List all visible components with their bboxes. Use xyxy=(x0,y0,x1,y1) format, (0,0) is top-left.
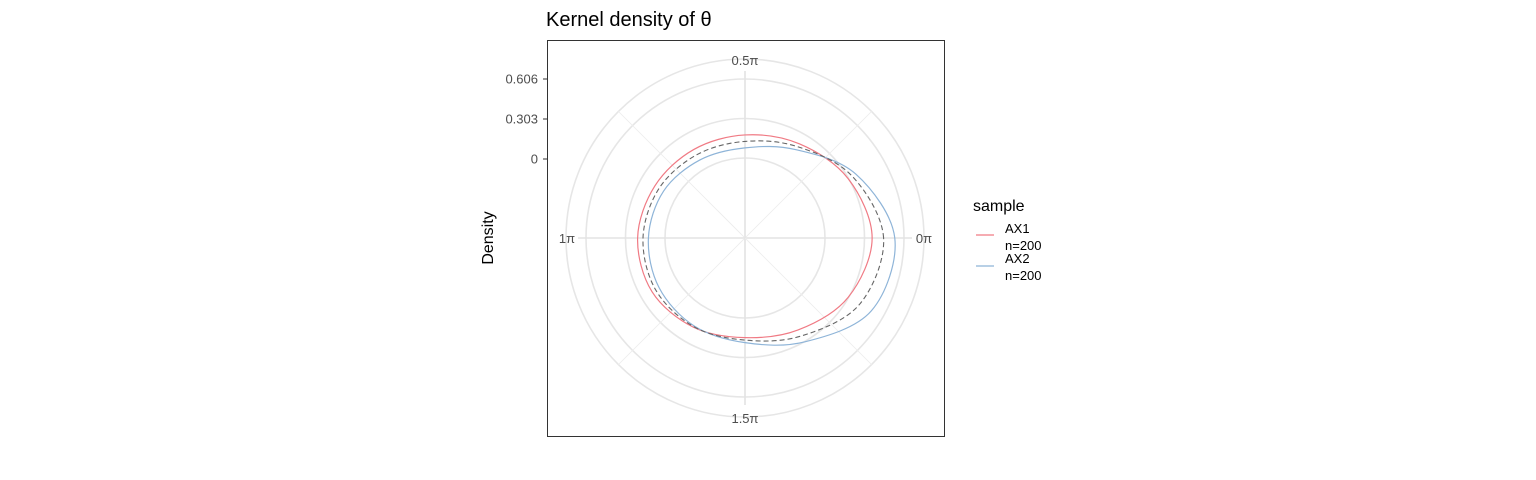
legend-label-ax2: AX2 xyxy=(1005,251,1030,266)
grid-spoke-7 xyxy=(744,237,872,365)
angle-tick-label-0: 0π xyxy=(916,231,932,246)
angle-tick-labels: 0π 0.5π 1π 1.5π xyxy=(559,53,932,426)
density-line-ax1 xyxy=(637,134,873,339)
radial-axis: 0.606 0.303 0 xyxy=(505,72,547,167)
radial-tick-label-1: 0.303 xyxy=(505,112,538,127)
angle-tick-label-3: 1.5π xyxy=(731,411,758,426)
legend-label-ax1: AX1 xyxy=(1005,221,1030,236)
angle-tick-label-1: 0.5π xyxy=(731,53,758,68)
legend-title: sample xyxy=(973,198,1025,215)
radial-tick-label-0: 0.606 xyxy=(505,72,538,87)
angle-tick-label-2: 1π xyxy=(559,231,575,246)
legend-entry-ax1: AX1 n=200 xyxy=(976,221,1042,253)
radial-tick-label-2: 0 xyxy=(531,152,538,167)
density-series xyxy=(637,134,896,346)
y-axis-label: Density xyxy=(480,211,497,264)
density-line-ax2 xyxy=(647,145,896,346)
density-line-combined xyxy=(642,140,885,342)
grid-spoke-3 xyxy=(618,111,746,239)
grid-spoke-1 xyxy=(744,111,872,239)
legend-sublabel-ax1: n=200 xyxy=(1005,238,1042,253)
legend-sublabel-ax2: n=200 xyxy=(1005,268,1042,283)
polar-grid xyxy=(565,58,925,418)
grid-circle-3 xyxy=(565,58,925,418)
chart-title: Kernel density of θ xyxy=(546,9,712,31)
legend-entry-ax2: AX2 n=200 xyxy=(976,251,1042,283)
grid-spoke-5 xyxy=(618,237,746,365)
